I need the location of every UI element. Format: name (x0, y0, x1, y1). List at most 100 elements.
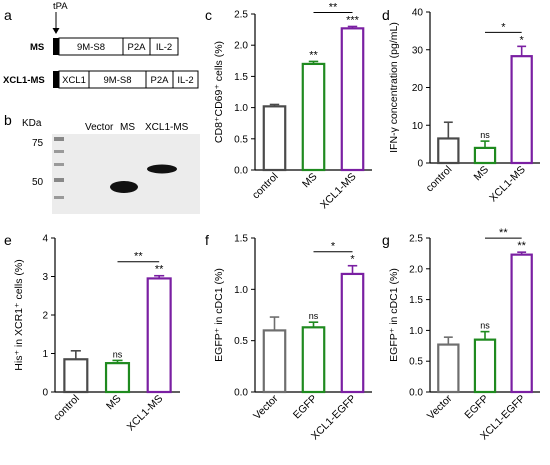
significance-label: ns (480, 321, 490, 331)
blot-band-ms (110, 181, 138, 193)
construct-xcl1-ms-seg-il2-label: IL-2 (177, 75, 193, 86)
bar-ms (301, 62, 326, 172)
y-tick-label: 2 (42, 311, 48, 322)
y-tick-label: 4 (42, 234, 48, 245)
panel-letter-d: d (382, 7, 390, 23)
y-axis-label: His⁺ in XCR1⁺ cells (%) (13, 259, 25, 370)
y-tick-label: 1 (42, 349, 48, 360)
significance-label: ** (309, 49, 318, 61)
western-blot-panel: KDa Vector MS XCL1-MS 75 50 (22, 118, 200, 214)
category-label: XCL1-MS (125, 393, 166, 434)
category-label: control (51, 393, 82, 424)
category-label: Vector (251, 392, 281, 422)
blot-membrane (52, 134, 200, 214)
significance-label: *** (346, 14, 360, 26)
bar-xcl1-ms (510, 55, 533, 165)
significance-label: ns (480, 130, 490, 140)
category-label: control (250, 171, 281, 202)
y-axis-label: IFN-γ concentration (pg/mL) (388, 22, 400, 153)
construct-xcl1-ms-tpa-block (53, 71, 59, 88)
bar-chart-e: 0 1 2 3 4 His⁺ in XCR1⁺ cells (%) control MS ns X… (13, 234, 180, 434)
y-tick-label: 2.0 (234, 41, 248, 52)
y-axis-label: EGFP⁺ in cDC1 (%) (388, 268, 400, 362)
category-label: MS (104, 393, 124, 413)
panel-letter-e: e (4, 232, 12, 248)
bar-control (437, 137, 460, 165)
category-label: MS (471, 164, 491, 184)
blot-lane-ms-label: MS (120, 122, 135, 133)
tpa-arrow-head (52, 28, 60, 34)
blot-kda-label: KDa (22, 118, 42, 129)
ladder-band-4 (54, 178, 64, 182)
y-axis-label: CD8⁺CD69⁺ cells (%) (213, 41, 225, 143)
construct-diagram: tPA MS 9M-S8 P2A IL-2 XCL1-MS XCL1 9M-S8… (3, 1, 199, 89)
y-tick-label: 1.0 (234, 285, 248, 296)
y-tick-label: 0.0 (409, 388, 423, 399)
significance-label: * (350, 254, 355, 266)
y-tick-label: 40 (412, 8, 424, 19)
construct-ms-seg-9m-s8-label: 9M-S8 (77, 42, 105, 53)
blot-marker-50: 50 (32, 177, 44, 188)
ladder-band-5 (54, 196, 64, 199)
category-label: EGFP (462, 393, 491, 422)
y-tick-label: 0.0 (234, 388, 248, 399)
bar-vector (262, 329, 287, 394)
tpa-label: tPA (53, 1, 68, 12)
construct-ms-name: MS (30, 42, 44, 53)
y-tick-label: 20 (412, 83, 424, 94)
blot-band-xcl1-ms (147, 164, 177, 174)
comparison-label: ** (134, 251, 143, 263)
bar-chart-c: 0.0 0.5 1.0 1.5 2.0 2.5 CD8⁺CD69⁺ cells (%) con… (213, 1, 372, 211)
bar-xcl1-ms (340, 27, 365, 172)
y-tick-label: 2.5 (234, 10, 248, 21)
construct-ms-seg-il2 (149, 37, 179, 56)
bar-control (262, 105, 287, 172)
construct-xcl1-ms-seg-9m-s8-label: 9M-S8 (104, 75, 132, 86)
y-tick-label: 0.5 (234, 134, 248, 145)
construct-ms-tpa-block (53, 38, 59, 55)
bar-xcl1-ms (146, 277, 172, 394)
construct-ms-seg-il2-label: IL-2 (156, 42, 172, 53)
significance-label: ** (155, 264, 164, 276)
bar-chart-f: 0.0 0.5 1.0 1.5 EGFP⁺ in cDC1 (%) Vector EGFP n… (213, 234, 372, 442)
y-tick-label: 3 (42, 272, 48, 283)
category-label: EGFP (291, 393, 320, 422)
construct-ms-seg-p2a-label: P2A (128, 42, 147, 53)
bar-chart-d: 0 10 20 30 40 IFN-γ concentration (pg/mL) cont… (388, 8, 540, 204)
significance-label: ns (309, 311, 319, 321)
ladder-band-3 (54, 163, 64, 166)
y-tick-label: 30 (412, 45, 424, 56)
comparison-label: ** (499, 227, 508, 239)
y-tick-label: 0 (417, 159, 423, 170)
construct-xcl1-ms-seg-p2a-label: P2A (151, 75, 170, 86)
comparison-label: * (501, 21, 506, 33)
y-tick-label: 1.0 (409, 326, 423, 337)
ladder-band-2 (54, 150, 64, 153)
panel-letter-b: b (4, 112, 12, 128)
ladder-band-1 (54, 137, 64, 141)
blot-lane-xcl1-ms-label: XCL1-MS (145, 122, 189, 133)
bar-xcl1-egfp (340, 272, 365, 394)
comparison-label: ** (329, 1, 338, 13)
y-tick-label: 1.0 (234, 103, 248, 114)
y-tick-label: 0 (42, 388, 48, 399)
blot-marker-75: 75 (32, 138, 44, 149)
panel-letter-a: a (4, 7, 12, 23)
bar-vector (437, 343, 460, 394)
y-tick-label: 0.0 (234, 166, 248, 177)
category-label: control (424, 164, 455, 195)
construct-xcl1-ms-name: XCL1-MS (3, 75, 45, 86)
y-tick-label: 2.5 (409, 234, 423, 245)
y-tick-label: 2.0 (409, 264, 423, 275)
y-tick-label: 1.5 (409, 295, 423, 306)
y-tick-label: 0.5 (409, 357, 423, 368)
y-axis-label: EGFP⁺ in cDC1 (%) (213, 268, 225, 362)
blot-lane-vector-label: Vector (85, 122, 114, 133)
significance-label: ns (113, 349, 123, 359)
y-tick-label: 1.5 (234, 72, 248, 83)
bar-egfp (473, 338, 497, 394)
panel-letter-f: f (205, 232, 209, 248)
bar-ms (473, 146, 497, 165)
significance-label: * (520, 34, 525, 46)
construct-xcl1-ms-seg-il2 (172, 70, 199, 89)
